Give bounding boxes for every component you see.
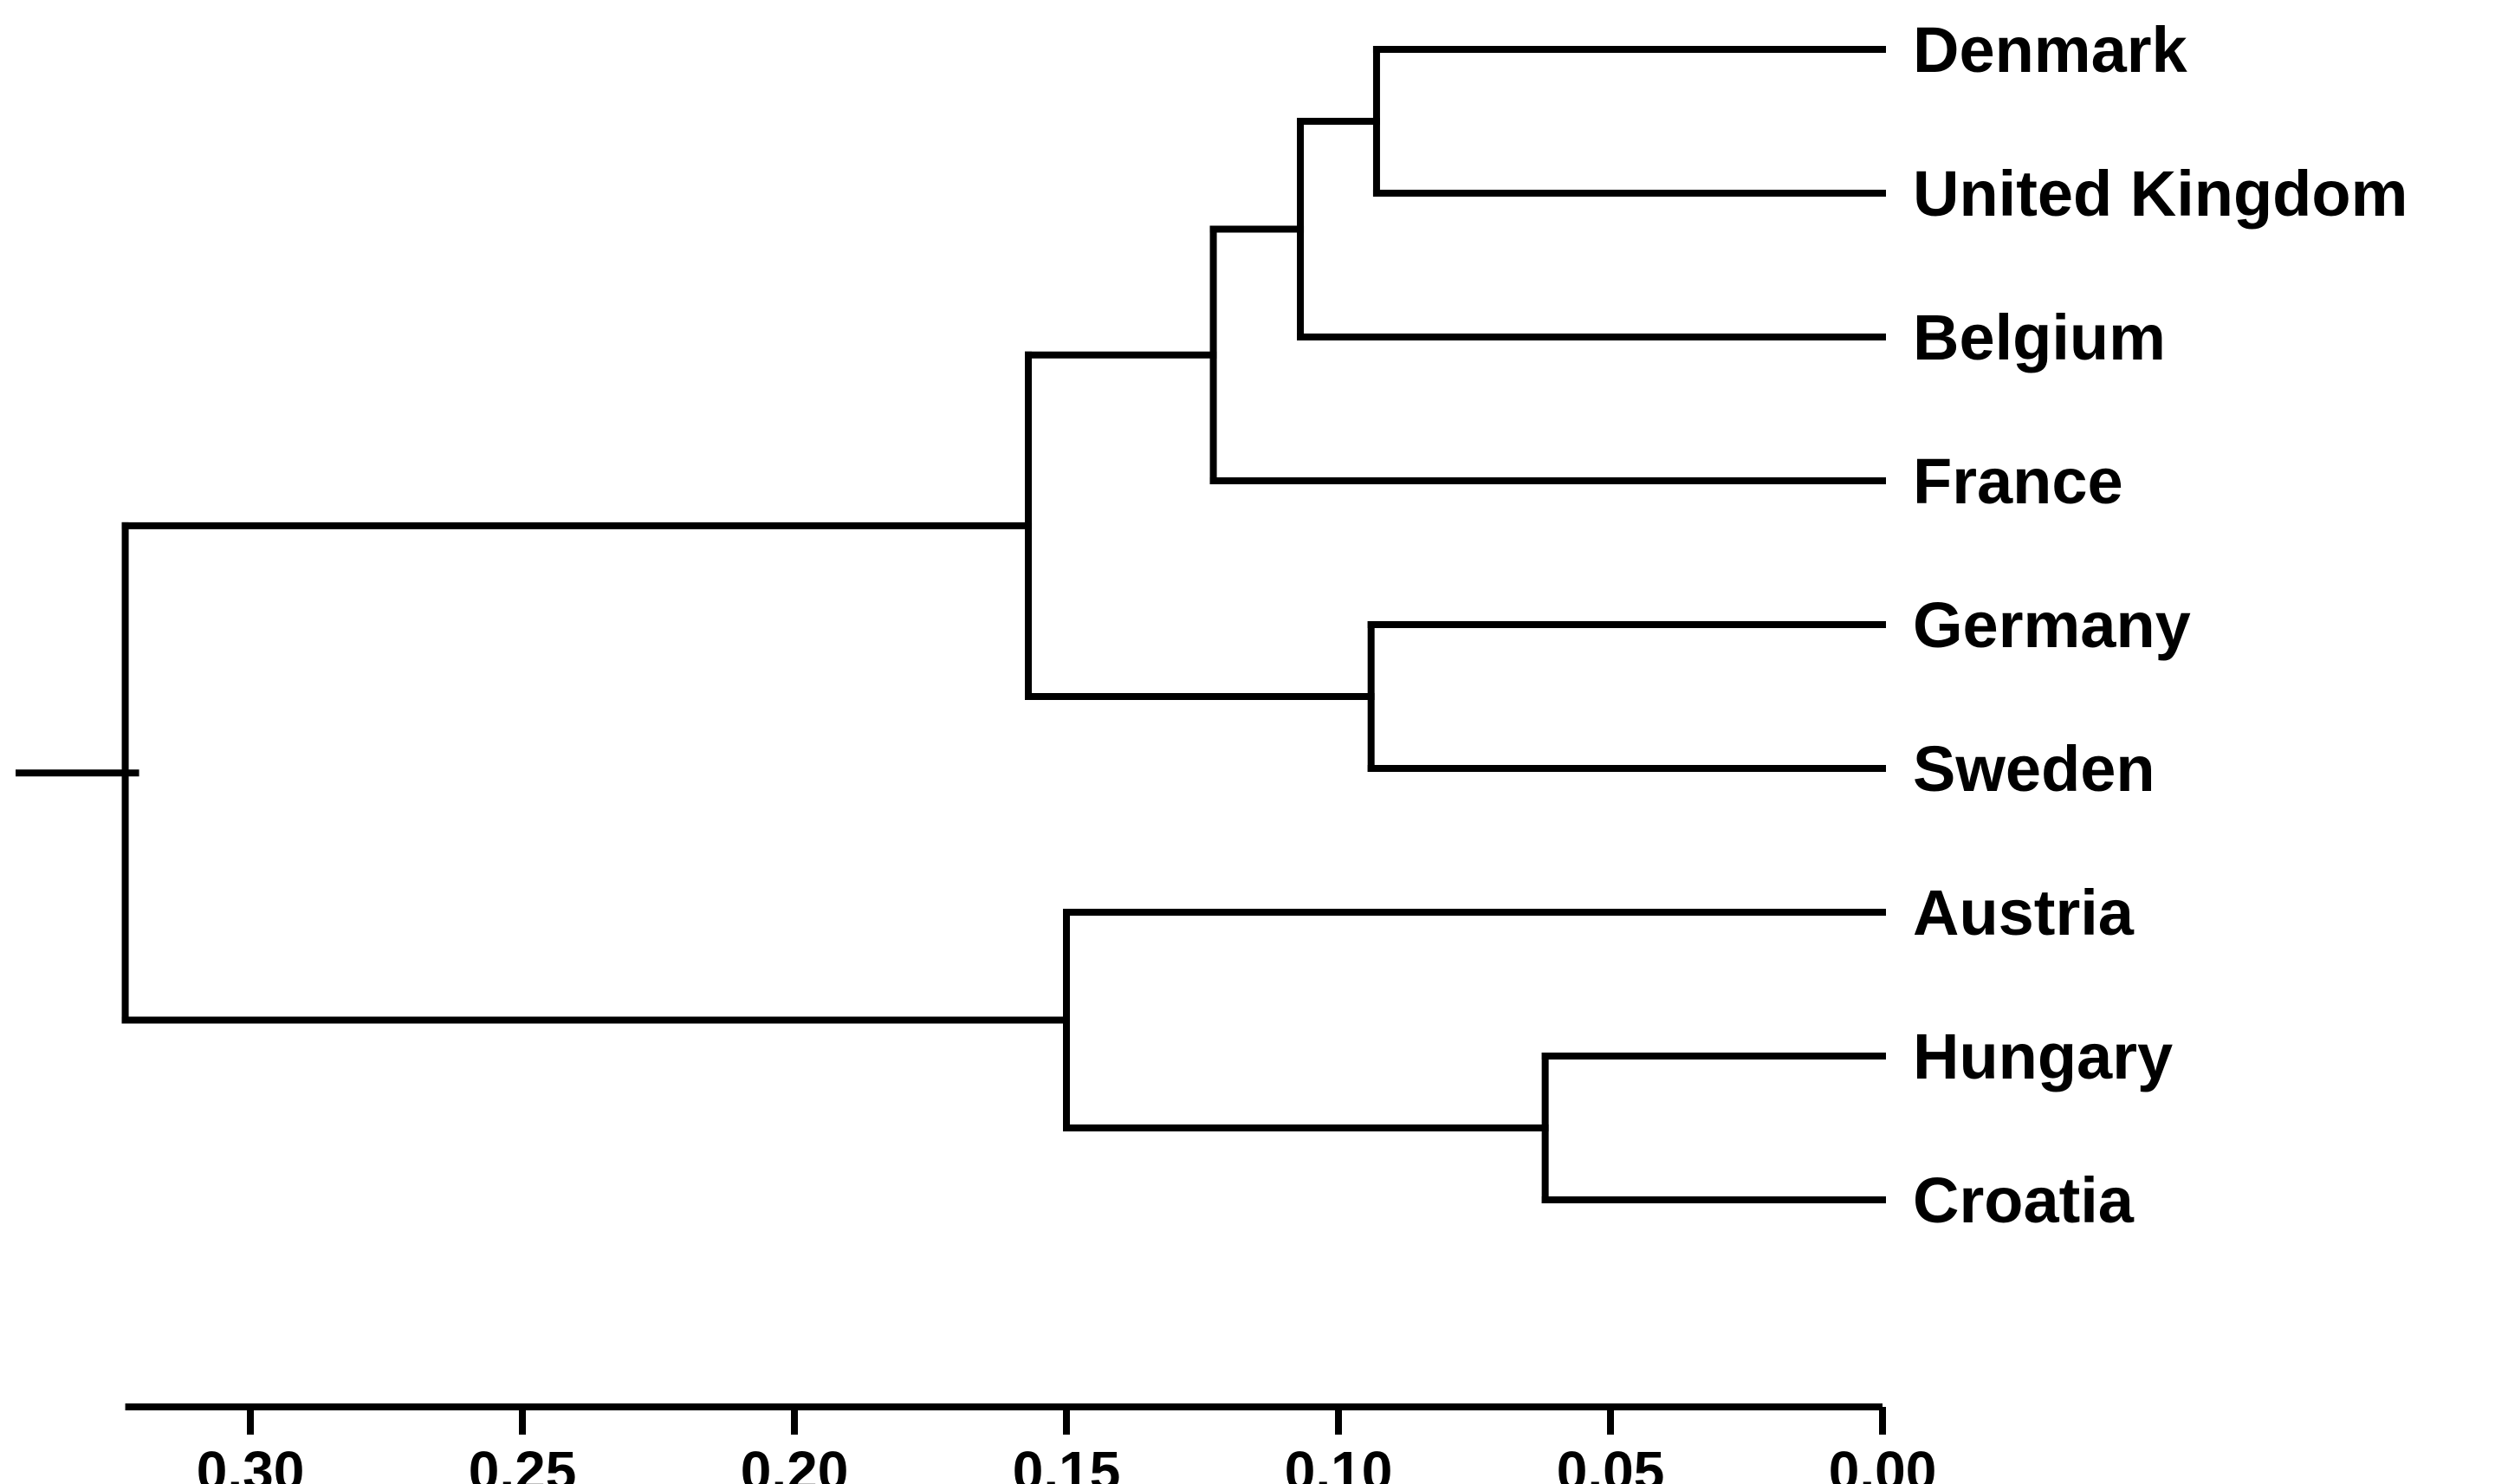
leaf-label-united-kingdom: United Kingdom: [1913, 158, 2408, 230]
leaf-label-denmark: Denmark: [1913, 14, 2188, 86]
axis-tick-label: 0.15: [1013, 1440, 1121, 1484]
axis-tick-label: 0.25: [469, 1440, 577, 1484]
leaf-label-belgium: Belgium: [1913, 301, 2166, 373]
leaf-label-sweden: Sweden: [1913, 733, 2155, 805]
leaf-label-hungary: Hungary: [1913, 1021, 2173, 1092]
leaf-label-croatia: Croatia: [1913, 1164, 2135, 1236]
leaf-labels: Denmark United Kingdom Belgium France German…: [1913, 14, 2408, 1236]
leaf-label-france: France: [1913, 445, 2123, 517]
axis-tick-label: 0.30: [197, 1440, 305, 1484]
axis-tick-label: 0.00: [1829, 1440, 1937, 1484]
axis-tick-label: 0.10: [1285, 1440, 1393, 1484]
dendrogram-branches: [16, 46, 1886, 1203]
leaf-label-germany: Germany: [1913, 589, 2191, 661]
distance-axis: 0.30 0.25 0.20 0.15 0.10 0.05 0.00: [125, 1403, 1937, 1484]
axis-tick-label: 0.20: [741, 1440, 849, 1484]
axis-tick-label: 0.05: [1557, 1440, 1665, 1484]
leaf-label-austria: Austria: [1913, 877, 2135, 949]
